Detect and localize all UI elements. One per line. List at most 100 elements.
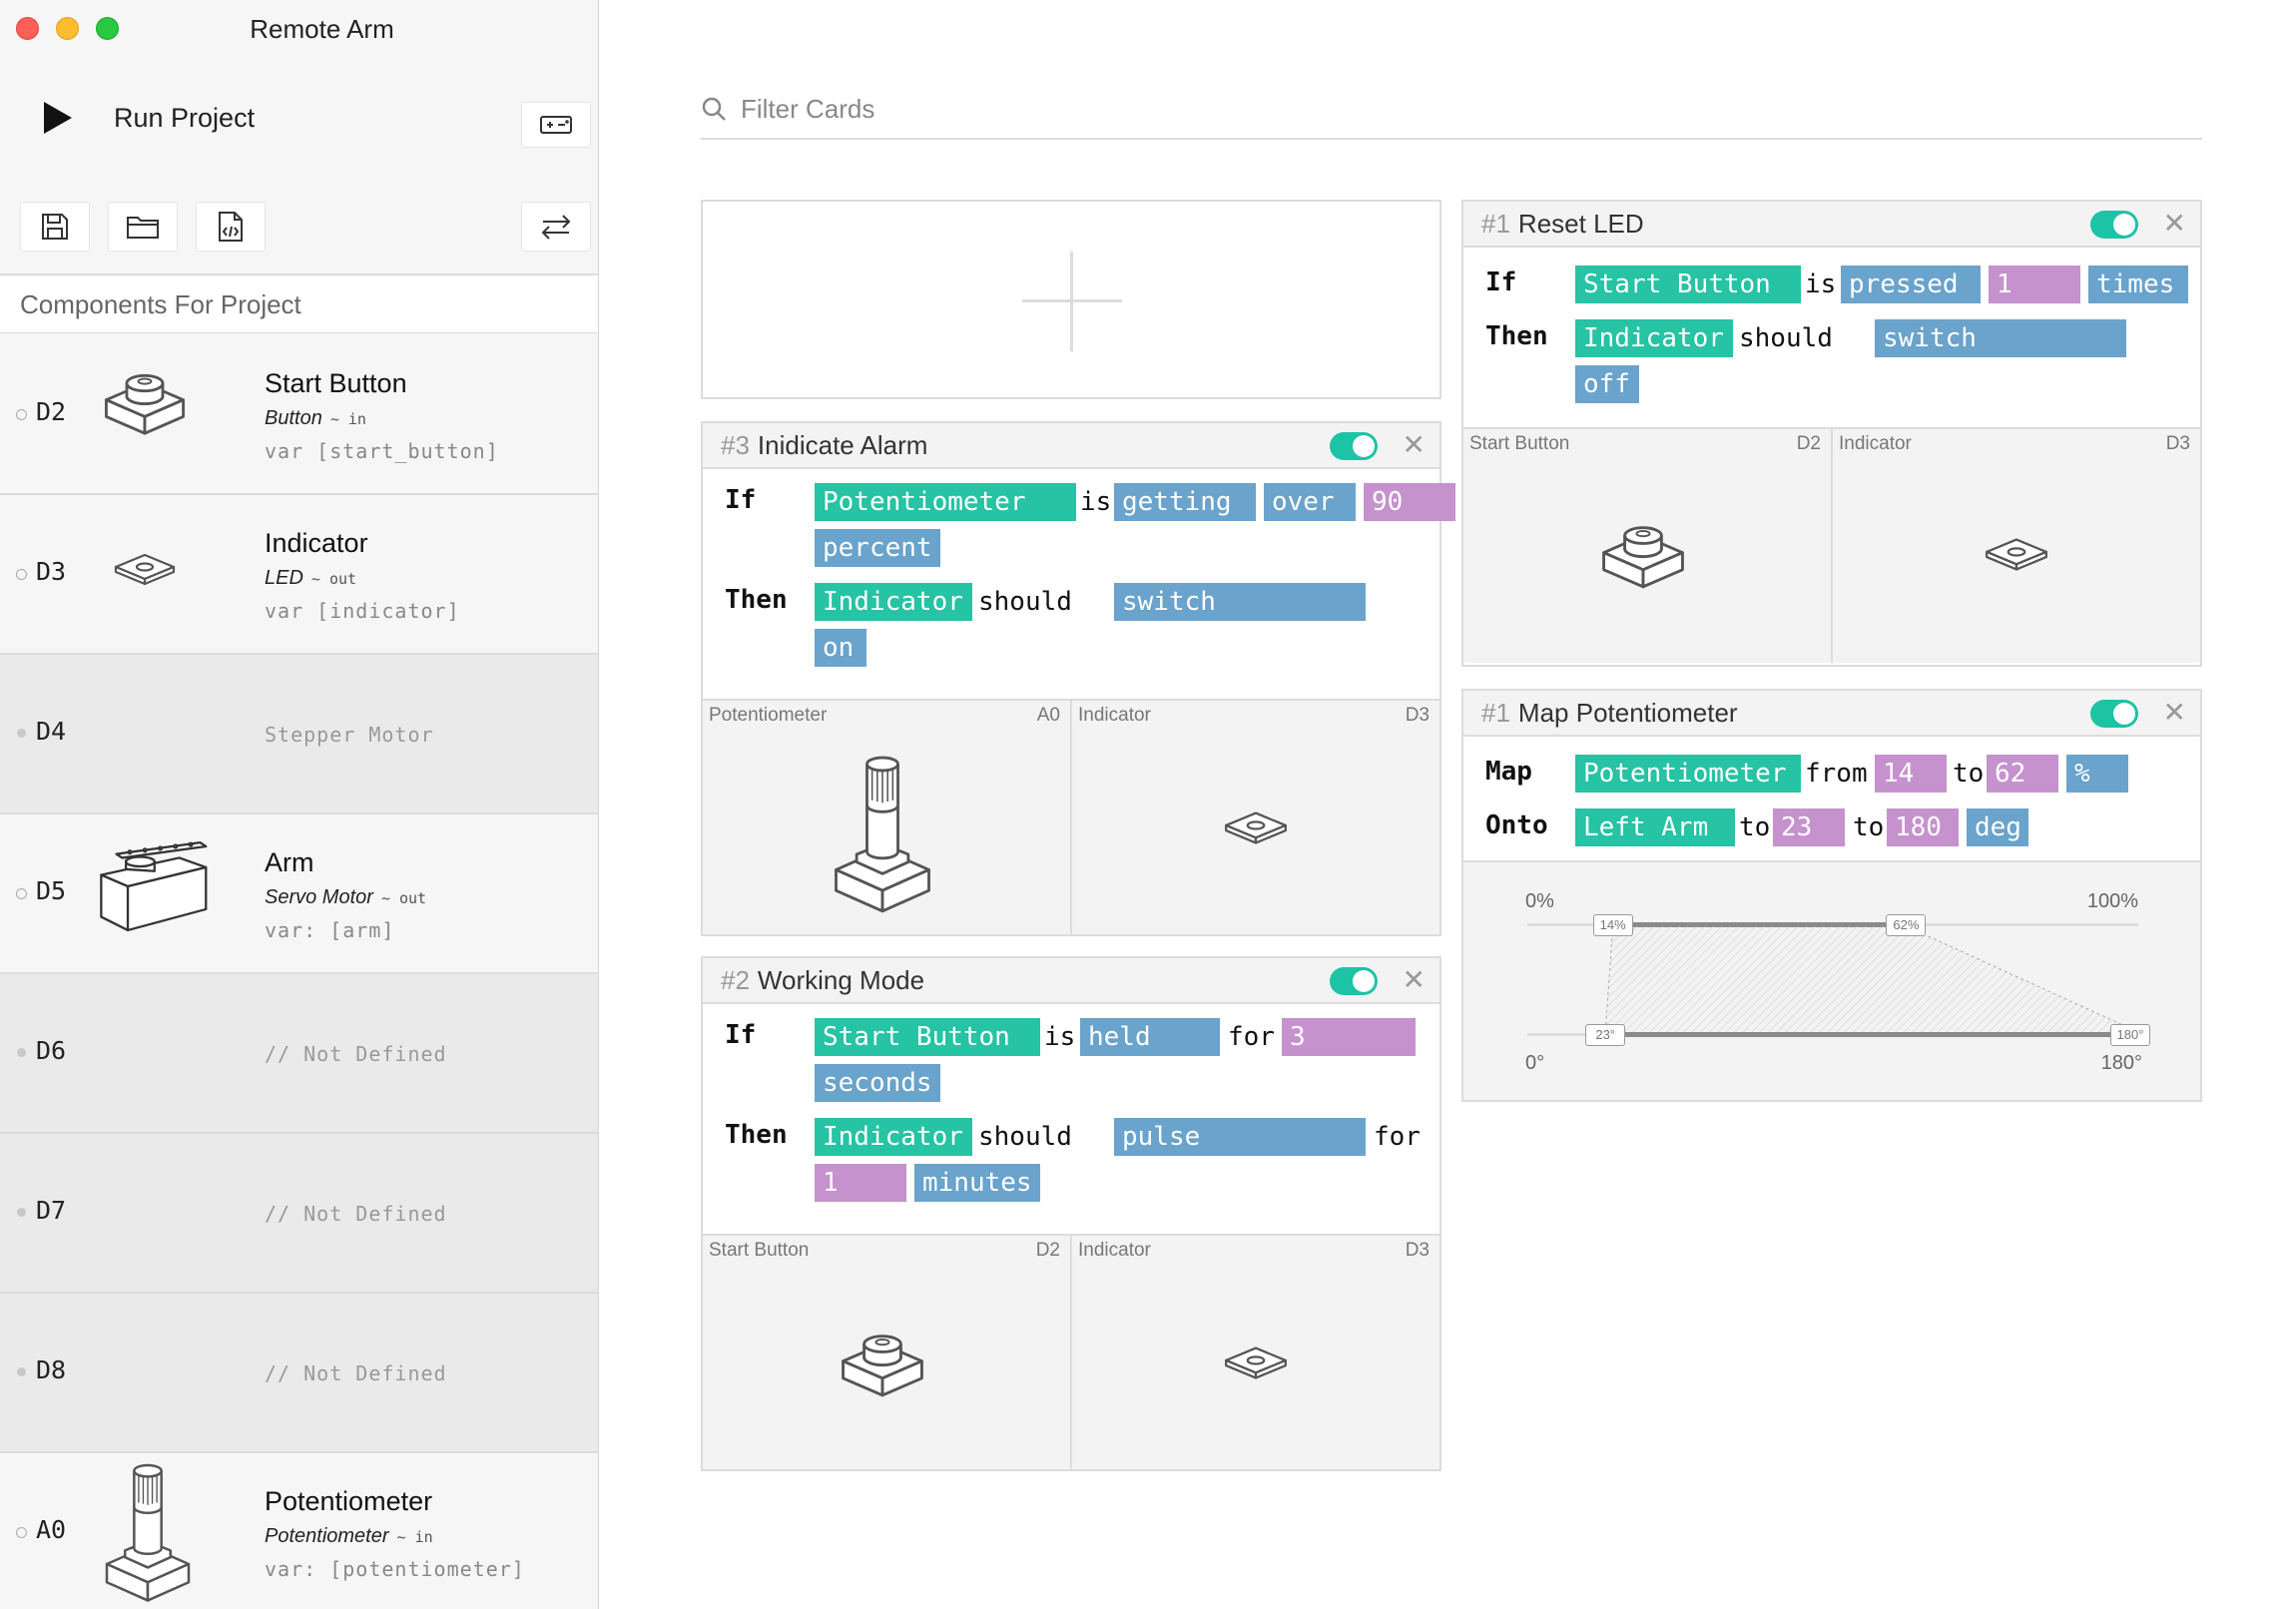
component-tile-indicator[interactable]: Indicator D3	[1070, 1236, 1439, 1469]
card-enable-toggle[interactable]	[1330, 967, 1378, 995]
close-icon[interactable]: ✕	[1402, 429, 1426, 460]
then-subject-token[interactable]: Indicator	[815, 1118, 972, 1156]
component-name: Indicator	[265, 528, 368, 558]
pin-status-dot	[17, 729, 26, 738]
onto-subject-token[interactable]: Left Arm	[1575, 808, 1735, 846]
map-subject-token[interactable]: Potentiometer	[1575, 755, 1801, 793]
code-file-icon	[219, 212, 243, 242]
onto-from-value-token[interactable]: 23	[1773, 808, 1845, 846]
window-minimize-button[interactable]	[56, 17, 79, 40]
pin-placeholder: // Not Defined	[265, 1361, 447, 1385]
onto-to-word: to	[1739, 812, 1771, 842]
if-verb: is	[1044, 1022, 1076, 1052]
output-high-handle[interactable]: 180°	[2110, 1024, 2150, 1046]
pin-status-dot	[16, 888, 27, 899]
search-icon	[702, 97, 726, 121]
input-low-handle[interactable]: 14%	[1592, 914, 1633, 936]
tile-component-name: Potentiometer	[709, 705, 828, 726]
tile-pin-label: D3	[2165, 433, 2190, 454]
add-card-button[interactable]	[701, 200, 1441, 399]
pin-row-d8[interactable]: D8 // Not Defined	[0, 1294, 598, 1453]
save-button[interactable]	[20, 202, 90, 252]
mapping-band	[1605, 926, 2138, 1032]
pin-row-d2[interactable]: D2 Start Button Button ~ in var [start_bu…	[0, 335, 598, 495]
pin-row-a0[interactable]: A0 Potentiometer Potentiometer ~ in var: …	[0, 1453, 598, 1609]
if-subject-token[interactable]: Start Button	[1575, 266, 1801, 303]
component-tile-start-button[interactable]: Start Button D2	[703, 1236, 1070, 1469]
close-icon[interactable]: ✕	[1402, 964, 1426, 995]
output-track-fill	[1605, 1032, 2138, 1037]
if-state-token[interactable]: getting	[1114, 483, 1256, 521]
potentiometer-icon	[831, 749, 934, 916]
input-track-fill	[1612, 922, 1907, 927]
run-project-button[interactable]: Run Project	[40, 98, 255, 138]
direction-label: in	[347, 410, 366, 428]
pin-row-d5[interactable]: D5 Arm Servo Motor ~ out var: [arm]	[0, 814, 598, 974]
if-unit-token[interactable]: seconds	[815, 1064, 940, 1102]
led-icon	[1981, 533, 2052, 575]
then-unit-token[interactable]: minutes	[914, 1164, 1040, 1202]
onto-unit-token[interactable]: deg	[1967, 808, 2028, 846]
unit-token[interactable]: %	[2066, 755, 2128, 793]
window-close-button[interactable]	[16, 17, 39, 40]
onto-to-word2: to	[1853, 812, 1885, 842]
then-action-token[interactable]: switch	[1114, 583, 1366, 621]
then-subject-token[interactable]: Indicator	[1575, 319, 1733, 357]
component-tile-start-button[interactable]: Start Button D2	[1463, 429, 1831, 663]
filter-cards-input[interactable]	[741, 93, 2138, 125]
pin-label: D7	[36, 1196, 67, 1225]
pin-row-d6[interactable]: D6 // Not Defined	[0, 974, 598, 1134]
card-rules: Map Potentiometer from 14 to 62 % Onto L…	[1463, 737, 2200, 862]
card-enable-toggle[interactable]	[2090, 211, 2138, 239]
if-value-token[interactable]: 1	[1989, 266, 2080, 303]
play-icon	[44, 102, 72, 134]
direction-badge: ~ in	[329, 410, 366, 428]
then-subject-token[interactable]: Indicator	[815, 583, 972, 621]
then-action-token[interactable]: switch	[1875, 319, 2126, 357]
output-low-handle[interactable]: 23°	[1585, 1024, 1626, 1046]
onto-to-value-token[interactable]: 180	[1887, 808, 1959, 846]
pin-row-d7[interactable]: D7 // Not Defined	[0, 1134, 598, 1294]
map-keyword: Map	[1485, 757, 1532, 787]
then-action-token[interactable]: pulse	[1114, 1118, 1366, 1156]
export-code-button[interactable]	[196, 202, 266, 252]
if-unit-token[interactable]: percent	[815, 529, 940, 567]
if-value-token[interactable]: 90	[1364, 483, 1455, 521]
then-value-token[interactable]: on	[815, 629, 866, 667]
if-operator-token[interactable]: over	[1264, 483, 1356, 521]
if-subject-token[interactable]: Start Button	[815, 1018, 1040, 1056]
then-value-token[interactable]: 1	[815, 1164, 906, 1202]
if-value-token[interactable]: 3	[1282, 1018, 1416, 1056]
component-tile-potentiometer[interactable]: Potentiometer A0	[703, 701, 1070, 934]
swap-button[interactable]	[521, 202, 591, 252]
to-value-token[interactable]: 62	[1987, 755, 2058, 793]
card-rules: If Start Button is held for 3 seconds Th…	[703, 1004, 1439, 1236]
pin-label: D2	[36, 397, 67, 426]
pin-label: D5	[36, 876, 67, 905]
pin-label: D3	[36, 557, 67, 586]
window-zoom-button[interactable]	[96, 17, 119, 40]
app-title: Remote Arm	[250, 14, 394, 44]
pin-status-dot	[17, 1208, 26, 1217]
if-subject-token[interactable]: Potentiometer	[815, 483, 1076, 521]
if-state-token[interactable]: held	[1080, 1018, 1220, 1056]
pin-row-d4[interactable]: D4 Stepper Motor	[0, 655, 598, 814]
card-enable-toggle[interactable]	[2090, 700, 2138, 728]
pin-row-d3[interactable]: D3 Indicator LED ~ out var [indicator]	[0, 495, 598, 655]
close-icon[interactable]: ✕	[2162, 697, 2186, 728]
if-state-token[interactable]: pressed	[1841, 266, 1981, 303]
pin-status-dot	[16, 569, 27, 580]
close-icon[interactable]: ✕	[2162, 208, 2186, 239]
open-folder-button[interactable]	[108, 202, 178, 252]
from-value-token[interactable]: 14	[1875, 755, 1947, 793]
led-icon	[1220, 806, 1292, 848]
pin-label: D6	[36, 1036, 67, 1065]
keyboard-button[interactable]	[521, 102, 591, 148]
card-enable-toggle[interactable]	[1330, 432, 1378, 460]
component-tile-indicator[interactable]: Indicator D3	[1831, 429, 2200, 663]
if-unit-token[interactable]: times	[2088, 266, 2188, 303]
input-high-handle[interactable]: 62%	[1886, 914, 1927, 936]
led-component-icon	[110, 549, 180, 589]
component-tile-indicator[interactable]: Indicator D3	[1070, 701, 1439, 934]
then-value-token[interactable]: off	[1575, 365, 1639, 403]
